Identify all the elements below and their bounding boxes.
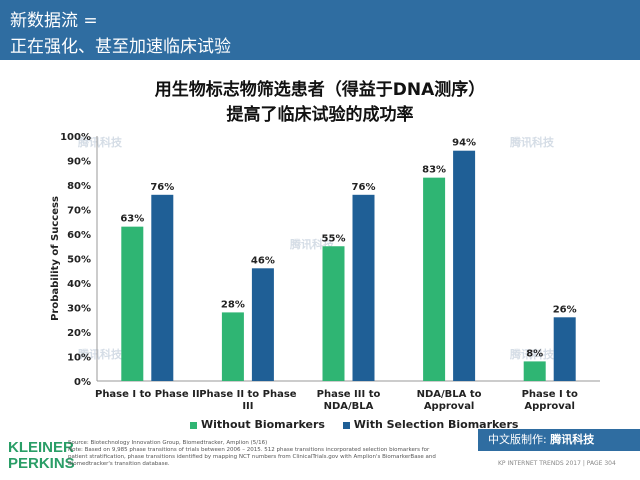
- chart-title-line-2: 提高了临床试验的成功率: [226, 105, 414, 125]
- x-tick-label: Approval: [524, 401, 575, 412]
- y-tick-label: 30%: [67, 304, 91, 315]
- watermark: 腾讯科技: [510, 136, 554, 149]
- y-tick-label: 20%: [67, 328, 91, 339]
- y-tick-label: 90%: [67, 157, 91, 168]
- bar-without-4: [423, 177, 446, 381]
- note-text: Note: Based on 9,985 phase transitions o…: [68, 447, 436, 467]
- data-label: 76%: [150, 182, 174, 193]
- x-tick-label: Phase I to Phase II: [95, 389, 200, 400]
- translation-badge: 中文版制作: 腾讯科技: [478, 429, 640, 451]
- x-tick-label: Phase I to: [522, 389, 578, 400]
- logo-line-1: KLEINER: [8, 439, 74, 456]
- y-tick-label: 100%: [60, 132, 91, 143]
- kleiner-perkins-logo: KLEINER PERKINS: [8, 440, 75, 472]
- legend-label-with: With Selection Biomarkers: [353, 418, 519, 431]
- bar-with-1: [151, 194, 174, 381]
- bar-with-3: [352, 194, 375, 381]
- data-label: 46%: [251, 255, 275, 266]
- legend-label-without: Without Biomarkers: [201, 418, 325, 431]
- x-tick-label: NDA/BLA: [324, 401, 374, 412]
- watermark: 腾讯科技: [510, 348, 554, 361]
- data-label: 94%: [452, 138, 476, 149]
- watermark: 腾讯科技: [78, 136, 122, 149]
- data-label: 83%: [422, 165, 446, 176]
- watermark: 腾讯科技: [78, 348, 122, 361]
- y-tick-label: 0%: [74, 377, 91, 388]
- legend-item-with: With Selection Biomarkers: [342, 418, 519, 431]
- bar-without-1: [121, 226, 144, 381]
- bar-with-4: [453, 150, 476, 381]
- badge-logo: 腾讯科技: [550, 433, 595, 446]
- header-line-2: 正在强化、甚至加速临床试验: [10, 37, 231, 57]
- legend-swatch-with: [342, 421, 350, 429]
- data-label: 28%: [221, 299, 245, 310]
- y-tick-label: 60%: [67, 230, 91, 241]
- x-tick-label: Phase II to Phase: [199, 389, 297, 400]
- chart-title-line-1: 用生物标志物筛选患者（得益于DNA测序）: [154, 80, 486, 100]
- footer-notes: Source: Biotechnology Innovation Group, …: [68, 440, 448, 468]
- y-tick-label: 50%: [67, 255, 91, 266]
- data-label: 26%: [553, 304, 577, 315]
- header-line-1: 新数据流 =: [10, 11, 98, 31]
- logo-line-2: PERKINS: [8, 455, 75, 472]
- badge-text: 中文版制作:: [488, 433, 547, 446]
- data-label: 8%: [526, 348, 543, 359]
- page-info: KP INTERNET TRENDS 2017 | PAGE 304: [498, 460, 616, 467]
- legend: Without Biomarkers With Selection Biomar…: [190, 418, 532, 431]
- y-tick-label: 40%: [67, 279, 91, 290]
- header-bar: 新数据流 = 正在强化、甚至加速临床试验: [0, 0, 640, 60]
- x-tick-label: Phase III to: [317, 389, 381, 400]
- bar-without-2: [221, 312, 244, 381]
- bar-without-5: [523, 361, 546, 381]
- data-label: 63%: [120, 214, 144, 225]
- source-text: Source: Biotechnology Innovation Group, …: [68, 440, 268, 446]
- y-tick-label: 10%: [67, 353, 91, 364]
- legend-item-without: Without Biomarkers: [190, 418, 325, 431]
- x-tick-label: Approval: [424, 401, 475, 412]
- bar-with-2: [251, 268, 274, 381]
- legend-swatch-without: [190, 421, 197, 429]
- y-axis-label: Probability of Success: [50, 196, 61, 321]
- data-label: 55%: [322, 233, 346, 244]
- data-label: 76%: [352, 182, 376, 193]
- y-tick-label: 70%: [67, 206, 91, 217]
- x-tick-label: NDA/BLA to: [417, 389, 482, 400]
- bar-with-5: [553, 317, 576, 381]
- x-tick-label: III: [242, 401, 253, 412]
- y-tick-label: 80%: [67, 181, 91, 192]
- bar-without-3: [322, 246, 345, 381]
